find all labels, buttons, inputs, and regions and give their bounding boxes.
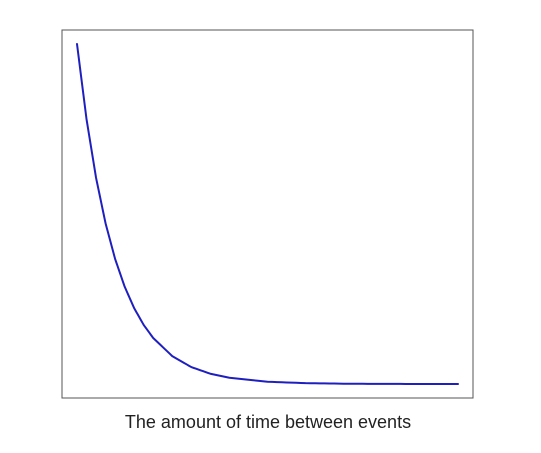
x-axis-label: The amount of time between events [125, 412, 411, 432]
series-line [76, 43, 459, 385]
plot-frame [61, 29, 474, 399]
